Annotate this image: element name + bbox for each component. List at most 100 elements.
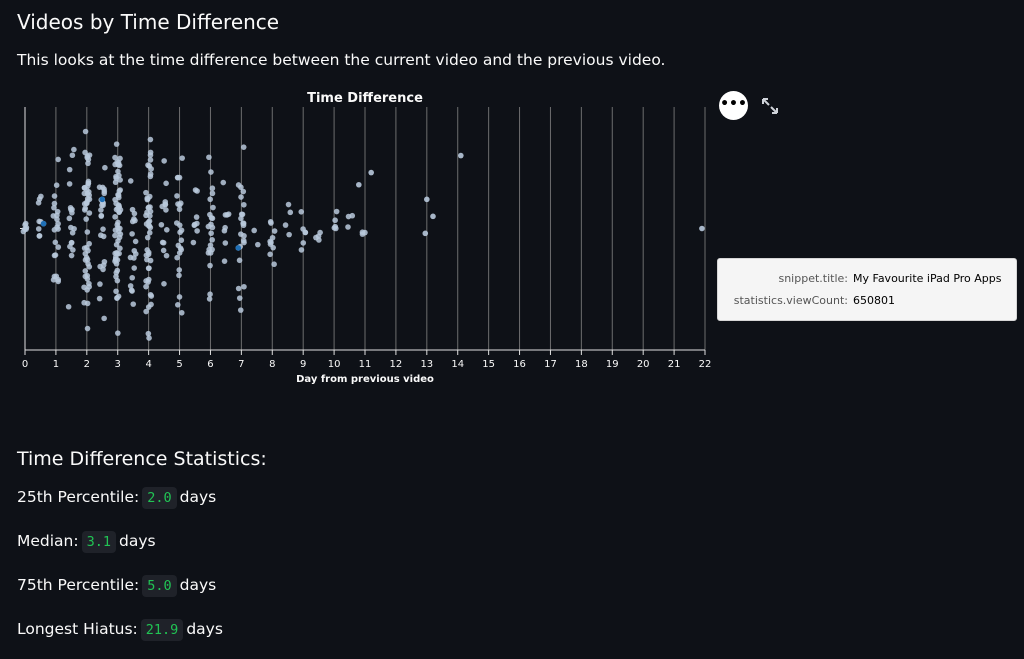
data-point bbox=[97, 263, 103, 270]
stat-value: 2.0 bbox=[142, 487, 177, 509]
data-point bbox=[699, 225, 705, 232]
data-point bbox=[178, 237, 185, 244]
data-point bbox=[209, 185, 216, 192]
data-point bbox=[146, 265, 152, 271]
data-point bbox=[236, 295, 243, 301]
data-point bbox=[65, 303, 72, 310]
stat-label: 25th Percentile: bbox=[17, 488, 140, 506]
data-point bbox=[147, 157, 154, 163]
chart-menu-button[interactable]: ••• bbox=[719, 91, 748, 120]
tooltip-row-views: statistics.viewCount: 650801 bbox=[718, 294, 1018, 310]
data-point bbox=[349, 212, 356, 219]
data-point bbox=[51, 252, 58, 259]
data-point bbox=[36, 218, 42, 225]
data-point bbox=[332, 223, 339, 230]
data-point bbox=[132, 251, 139, 257]
data-point bbox=[35, 226, 42, 232]
data-point bbox=[66, 181, 73, 187]
data-point bbox=[345, 224, 351, 230]
highlighted-point bbox=[235, 245, 242, 251]
x-tick-label: 0 bbox=[22, 359, 28, 370]
data-point bbox=[161, 281, 167, 287]
data-point bbox=[129, 206, 136, 213]
data-point bbox=[238, 194, 244, 200]
data-point bbox=[356, 181, 362, 188]
data-point bbox=[68, 252, 75, 259]
stat-value: 5.0 bbox=[142, 575, 177, 597]
data-point bbox=[313, 234, 319, 241]
data-point bbox=[117, 177, 123, 183]
data-point bbox=[84, 195, 91, 202]
data-point bbox=[298, 209, 305, 215]
data-point bbox=[147, 213, 153, 219]
data-point bbox=[71, 225, 77, 232]
data-point bbox=[22, 226, 28, 232]
data-point bbox=[300, 240, 307, 246]
data-point bbox=[115, 192, 122, 199]
data-point bbox=[235, 285, 242, 292]
data-point bbox=[85, 178, 92, 185]
data-point bbox=[84, 325, 91, 332]
data-point bbox=[55, 156, 61, 163]
data-point bbox=[96, 295, 103, 302]
data-point bbox=[85, 247, 91, 254]
data-point bbox=[145, 251, 152, 258]
data-point bbox=[255, 241, 261, 248]
data-point bbox=[282, 222, 289, 228]
data-point bbox=[206, 154, 212, 161]
data-point bbox=[430, 213, 436, 220]
data-point bbox=[70, 247, 76, 253]
data-point bbox=[359, 229, 366, 235]
data-point bbox=[146, 193, 153, 200]
data-point bbox=[129, 274, 136, 281]
data-point bbox=[131, 216, 137, 222]
data-point bbox=[269, 234, 276, 241]
x-tick-label: 13 bbox=[420, 359, 433, 370]
data-point bbox=[101, 315, 107, 322]
data-point bbox=[207, 242, 214, 249]
stat-value: 3.1 bbox=[81, 531, 116, 553]
data-point bbox=[127, 178, 134, 184]
data-point bbox=[240, 144, 247, 150]
data-point bbox=[69, 152, 76, 159]
x-tick-label: 11 bbox=[359, 359, 372, 370]
data-point bbox=[176, 267, 183, 273]
data-point bbox=[51, 193, 58, 199]
data-point bbox=[52, 239, 59, 246]
data-point bbox=[144, 234, 151, 241]
data-point bbox=[191, 222, 198, 229]
highlighted-point bbox=[40, 220, 47, 227]
data-point bbox=[194, 228, 200, 234]
data-point bbox=[251, 227, 257, 234]
stat-value: 21.9 bbox=[140, 619, 184, 641]
data-point bbox=[332, 217, 338, 224]
x-tick-label: 21 bbox=[668, 359, 681, 370]
data-point bbox=[175, 242, 182, 249]
data-point bbox=[115, 293, 122, 300]
data-point bbox=[130, 301, 137, 307]
data-point bbox=[83, 216, 89, 222]
data-point bbox=[268, 239, 274, 246]
x-tick-label: 14 bbox=[451, 359, 464, 370]
data-point bbox=[115, 238, 121, 244]
data-point bbox=[241, 233, 247, 239]
data-point bbox=[145, 330, 152, 337]
data-point bbox=[129, 231, 135, 237]
data-point bbox=[113, 173, 119, 180]
data-point bbox=[112, 256, 119, 263]
data-point bbox=[115, 330, 121, 336]
data-point bbox=[145, 276, 152, 283]
data-point bbox=[113, 141, 120, 147]
stat-unit: days bbox=[186, 620, 223, 638]
tooltip-value: 650801 bbox=[853, 294, 895, 307]
expand-icon[interactable] bbox=[760, 96, 780, 116]
data-point bbox=[222, 212, 229, 218]
x-tick-label: 9 bbox=[300, 359, 306, 370]
stat-unit: days bbox=[179, 488, 217, 506]
x-tick-label: 22 bbox=[699, 359, 712, 370]
data-point bbox=[237, 307, 244, 313]
data-point bbox=[178, 309, 185, 316]
data-point bbox=[209, 215, 216, 222]
data-point bbox=[286, 231, 292, 238]
